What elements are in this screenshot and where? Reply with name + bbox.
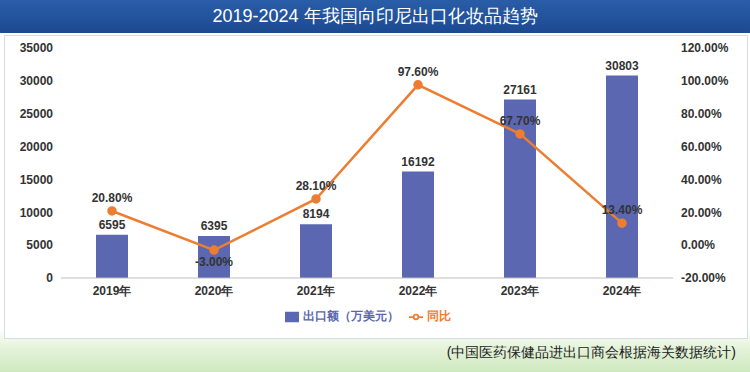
svg-text:28.10%: 28.10% — [296, 179, 337, 193]
svg-text:2023年: 2023年 — [501, 284, 540, 298]
svg-text:80.00%: 80.00% — [681, 107, 722, 121]
svg-text:15000: 15000 — [20, 173, 54, 187]
html-text:出口额（万美元）: 出口额（万美元） — [303, 309, 399, 323]
svg-text:-20.00%: -20.00% — [681, 271, 726, 285]
svg-text:10000: 10000 — [20, 206, 54, 220]
svg-text:120.00%: 120.00% — [681, 41, 729, 55]
svg-text:0.00%: 0.00% — [681, 238, 715, 252]
svg-text:2024年: 2024年 — [603, 284, 642, 298]
svg-text:35000: 35000 — [20, 41, 54, 55]
svg-text:8194: 8194 — [303, 207, 330, 221]
svg-text:27161: 27161 — [503, 83, 537, 97]
svg-text:97.60%: 97.60% — [398, 65, 439, 79]
svg-text:30803: 30803 — [605, 59, 639, 73]
svg-text:13.40%: 13.40% — [602, 203, 643, 217]
svg-text:2019年: 2019年 — [93, 284, 132, 298]
svg-text:6595: 6595 — [99, 218, 126, 232]
html-text:(中国医药保健品进出口商会根据海关数据统计): (中国医药保健品进出口商会根据海关数据统计) — [446, 344, 736, 360]
svg-text:20.80%: 20.80% — [92, 191, 133, 205]
svg-text:67.70%: 67.70% — [500, 114, 541, 128]
svg-text:6395: 6395 — [201, 219, 228, 233]
svg-text:0: 0 — [46, 271, 53, 285]
svg-text:60.00%: 60.00% — [681, 140, 722, 154]
svg-text:2020年: 2020年 — [195, 284, 234, 298]
svg-text:16192: 16192 — [401, 155, 435, 169]
svg-text:30000: 30000 — [20, 74, 54, 88]
svg-text:20000: 20000 — [20, 140, 54, 154]
svg-text:5000: 5000 — [26, 238, 53, 252]
svg-text:2022年: 2022年 — [399, 284, 438, 298]
svg-text:2021年: 2021年 — [297, 284, 336, 298]
html-text:同比: 同比 — [427, 309, 451, 323]
html-text:2019-2024 年我国向印尼出口化妆品趋势: 2019-2024 年我国向印尼出口化妆品趋势 — [212, 6, 538, 26]
svg-text:-3.00%: -3.00% — [195, 255, 233, 269]
svg-text:40.00%: 40.00% — [681, 173, 722, 187]
svg-text:25000: 25000 — [20, 107, 54, 121]
svg-text:20.00%: 20.00% — [681, 206, 722, 220]
svg-text:100.00%: 100.00% — [681, 74, 729, 88]
